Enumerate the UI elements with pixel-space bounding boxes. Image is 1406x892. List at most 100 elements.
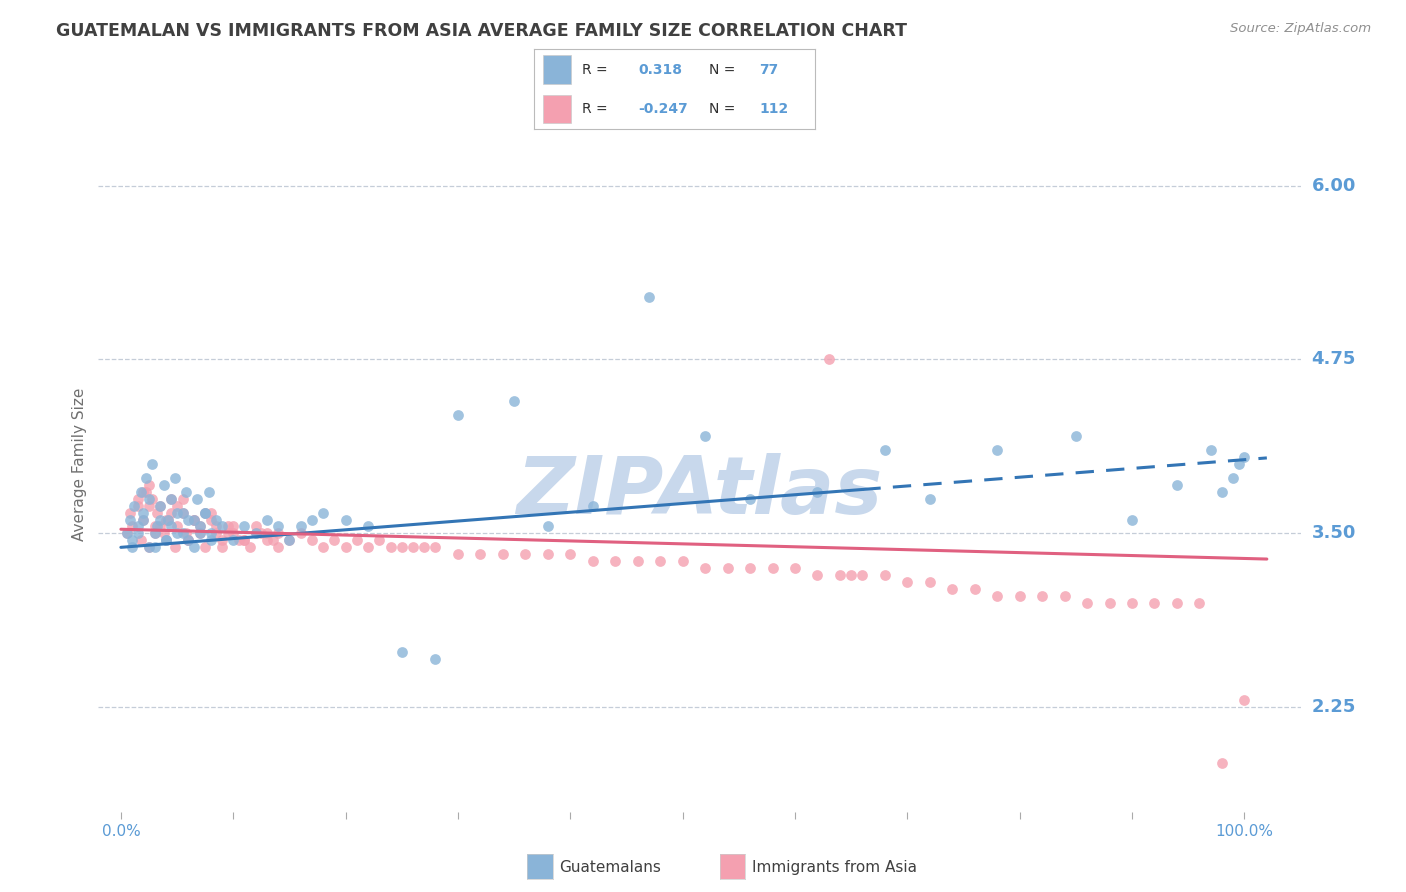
- Point: [256, 512, 278, 526]
- Point: [380, 541, 402, 555]
- Point: [1166, 477, 1188, 491]
- Point: [135, 484, 157, 499]
- Point: [828, 568, 851, 582]
- Point: [188, 519, 211, 533]
- Y-axis label: Average Family Size: Average Family Size: [72, 387, 87, 541]
- Point: [138, 491, 160, 506]
- Point: [205, 519, 228, 533]
- Point: [132, 512, 155, 526]
- Point: [127, 499, 149, 513]
- Text: GUATEMALAN VS IMMIGRANTS FROM ASIA AVERAGE FAMILY SIZE CORRELATION CHART: GUATEMALAN VS IMMIGRANTS FROM ASIA AVERA…: [56, 22, 907, 40]
- Text: 2.25: 2.25: [1312, 698, 1355, 716]
- Point: [183, 512, 205, 526]
- Point: [290, 526, 312, 541]
- Point: [127, 526, 149, 541]
- Point: [1121, 596, 1143, 610]
- Point: [1008, 589, 1031, 603]
- Point: [143, 519, 166, 533]
- Point: [262, 533, 284, 548]
- Point: [166, 506, 188, 520]
- Point: [391, 645, 413, 659]
- Point: [1076, 596, 1098, 610]
- Point: [278, 533, 301, 548]
- Point: [1098, 596, 1121, 610]
- Point: [188, 519, 211, 533]
- Point: [160, 491, 183, 506]
- Point: [391, 541, 413, 555]
- Point: [149, 512, 172, 526]
- Point: [560, 547, 582, 561]
- Point: [186, 491, 208, 506]
- Point: [183, 541, 205, 555]
- Point: [256, 533, 278, 548]
- Point: [582, 554, 605, 568]
- Text: Immigrants from Asia: Immigrants from Asia: [752, 860, 917, 874]
- Point: [672, 554, 695, 568]
- Point: [149, 499, 172, 513]
- Point: [135, 471, 157, 485]
- Point: [693, 561, 716, 575]
- Point: [205, 512, 228, 526]
- Point: [335, 541, 357, 555]
- Point: [121, 519, 143, 533]
- Point: [693, 429, 716, 443]
- Point: [896, 575, 918, 590]
- Point: [250, 526, 273, 541]
- Point: [172, 526, 194, 541]
- Point: [425, 541, 447, 555]
- Point: [1121, 512, 1143, 526]
- Point: [129, 484, 152, 499]
- Point: [1233, 693, 1256, 707]
- Text: 77: 77: [759, 62, 779, 77]
- Point: [425, 651, 447, 665]
- Point: [1227, 457, 1250, 471]
- Point: [138, 541, 160, 555]
- Point: [873, 442, 896, 457]
- Point: [183, 512, 205, 526]
- Point: [166, 499, 188, 513]
- Point: [267, 519, 290, 533]
- Point: [194, 506, 217, 520]
- Point: [1064, 429, 1087, 443]
- Point: [1211, 484, 1233, 499]
- Point: [118, 506, 141, 520]
- Point: [166, 519, 188, 533]
- Point: [357, 541, 380, 555]
- Point: [205, 526, 228, 541]
- Point: [163, 541, 186, 555]
- Point: [132, 512, 155, 526]
- Point: [368, 533, 391, 548]
- Point: [188, 526, 211, 541]
- Point: [1053, 589, 1076, 603]
- Point: [233, 519, 256, 533]
- Point: [605, 554, 627, 568]
- Point: [149, 499, 172, 513]
- Point: [115, 526, 138, 541]
- Point: [301, 533, 323, 548]
- Point: [413, 541, 436, 555]
- Point: [267, 541, 290, 555]
- Point: [738, 491, 761, 506]
- Point: [537, 519, 560, 533]
- Point: [278, 533, 301, 548]
- Point: [986, 589, 1008, 603]
- Point: [503, 394, 526, 409]
- Text: 3.50: 3.50: [1312, 524, 1355, 542]
- Point: [188, 526, 211, 541]
- Point: [256, 526, 278, 541]
- Point: [638, 290, 661, 304]
- Point: [177, 533, 200, 548]
- Point: [963, 582, 986, 596]
- Point: [986, 442, 1008, 457]
- Point: [222, 533, 245, 548]
- Point: [172, 491, 194, 506]
- Point: [1233, 450, 1256, 464]
- Point: [217, 526, 239, 541]
- Point: [155, 533, 177, 548]
- Point: [817, 352, 839, 367]
- Point: [851, 568, 873, 582]
- Point: [211, 541, 233, 555]
- Point: [1199, 442, 1222, 457]
- Point: [132, 484, 155, 499]
- Point: [138, 477, 160, 491]
